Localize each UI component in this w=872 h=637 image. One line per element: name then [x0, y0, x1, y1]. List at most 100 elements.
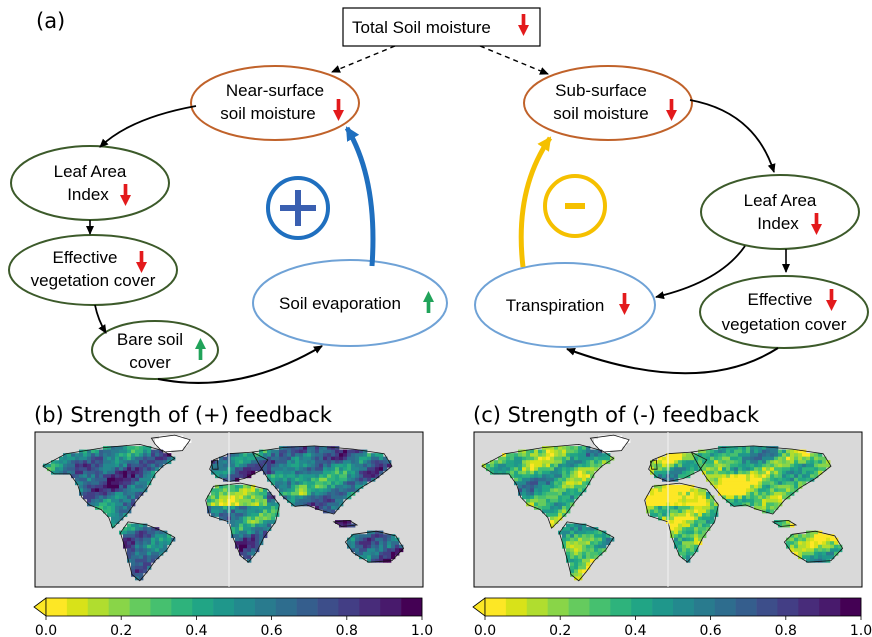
- colorbar-tick-label: 0.4: [185, 623, 207, 637]
- lai-right-line1: Leaf Area: [744, 191, 817, 210]
- colorbar-minus-feedback: 0.0 0.2 0.4 0.6 0.8 1.0: [472, 597, 872, 637]
- evc-right-line1: Effective: [748, 290, 813, 309]
- colorbar-bin: [66, 598, 89, 616]
- lai-left-line1: Leaf Area: [54, 162, 127, 181]
- colorbar-bin: [213, 598, 235, 616]
- colorbar-bin: [129, 598, 151, 616]
- dashed-arrow-to-sub-surface: [479, 45, 549, 75]
- colorbar-bin: [547, 598, 569, 616]
- bare-soil-line2: cover: [129, 353, 171, 372]
- evc-left-line1: Effective: [53, 248, 118, 267]
- colorbar-bin: [819, 598, 841, 616]
- colorbar-bin: [275, 598, 297, 616]
- colorbar-plus-feedback: 0.0 0.2 0.4 0.6 0.8 1.0: [33, 597, 433, 637]
- coastline-greenland: [589, 434, 630, 453]
- coastline-indonesia: [771, 519, 798, 527]
- map-plus-feedback: [34, 431, 424, 588]
- coastline-greenland: [150, 434, 191, 453]
- colorbar-bin: [610, 598, 632, 616]
- colorbar-tick-label: 1.0: [850, 623, 872, 637]
- bare-soil-cover-node: Bare soil cover: [91, 320, 219, 380]
- colorbar-bin: [359, 598, 381, 616]
- coastline-asia: [690, 445, 832, 515]
- evc-right-line2: vegetation cover: [722, 315, 847, 334]
- coastline-uk: [211, 459, 219, 470]
- coastline-south-america: [558, 521, 615, 582]
- positive-feedback-badge: [266, 176, 330, 240]
- arrow-sub-surface-to-lai-right: [689, 99, 776, 173]
- colorbar-bin: [505, 598, 528, 616]
- coastline-europe: [648, 451, 708, 483]
- colorbar-bin: [401, 598, 423, 616]
- colorbar-tick-label: 0.0: [474, 623, 496, 637]
- coastline-north-america: [481, 443, 615, 529]
- soil-evaporation-label: Soil evaporation: [279, 294, 401, 313]
- colorbar-bin: [234, 598, 256, 616]
- colorbar-bin: [338, 598, 360, 616]
- colorbar-tick-label: 0.2: [549, 623, 571, 637]
- colorbar-bin: [777, 598, 799, 616]
- negative-feedback-badge: [543, 174, 607, 238]
- coastline-indonesia: [332, 519, 359, 527]
- coastline-europe: [209, 451, 269, 483]
- map-minus-feedback: [473, 431, 863, 588]
- sub-surface-line2: soil moisture: [553, 104, 648, 123]
- arrow-bare-soil-to-evaporation: [157, 345, 323, 384]
- colorbar-bin: [192, 598, 214, 616]
- bare-soil-line1: Bare soil: [117, 330, 183, 349]
- panel-a-label: (a): [36, 9, 65, 33]
- colorbar-tick-label: 0.2: [110, 623, 132, 637]
- dashed-arrow-to-near-surface: [331, 45, 396, 73]
- colorbar-bin: [673, 598, 695, 616]
- arrow-evc-to-bare-soil: [94, 304, 107, 334]
- colorbar-bin: [840, 598, 862, 616]
- colorbar-bin: [150, 598, 172, 616]
- colorbar-bin: [568, 598, 590, 616]
- colorbar-tick-label: 0.0: [35, 623, 57, 637]
- evc-left-line2: vegetation cover: [31, 271, 156, 290]
- arrow-near-surface-to-lai: [99, 105, 197, 148]
- colorbar-bin: [735, 598, 757, 616]
- coastline-australia: [344, 530, 405, 563]
- colorbar-tick-label: 1.0: [411, 623, 433, 637]
- colorbar-tick-label: 0.8: [336, 623, 358, 637]
- colorbar-bin: [108, 598, 130, 616]
- effective-vegetation-cover-right-node: Effective vegetation cover: [699, 275, 869, 349]
- coastline-australia: [783, 530, 844, 563]
- colorbar-tick-label: 0.8: [775, 623, 797, 637]
- arrow-lai-to-transpiration: [655, 245, 746, 300]
- colorbar-bin: [526, 598, 548, 616]
- colorbar-bin: [714, 598, 736, 616]
- colorbar-bin: [46, 598, 68, 616]
- lai-right-line2: Index: [757, 214, 799, 233]
- near-surface-line2: soil moisture: [220, 104, 315, 123]
- colorbar-bin: [171, 598, 193, 616]
- coastline-north-america: [42, 443, 176, 529]
- colorbar-bin: [317, 598, 339, 616]
- colorbar-tick-label: 0.4: [624, 623, 646, 637]
- positive-feedback-arrow: [344, 126, 376, 267]
- colorbar-bin: [693, 598, 716, 616]
- effective-vegetation-cover-left-node: Effective vegetation cover: [8, 234, 178, 306]
- total-soil-moisture-label: Total Soil moisture: [352, 18, 491, 37]
- sub-surface-line1: Sub-surface: [555, 81, 647, 100]
- transpiration-node: Transpiration: [474, 262, 656, 348]
- colorbar-bin: [756, 598, 778, 616]
- panel-b-title: (b) Strength of (+) feedback: [34, 403, 333, 427]
- near-surface-soil-moisture-node: Near-surface soil moisture: [190, 65, 360, 141]
- colorbar-extend-min: [472, 597, 486, 617]
- colorbar-bin: [296, 598, 318, 616]
- coastline-africa: [644, 482, 719, 563]
- colorbar-tick-label: 0.6: [699, 623, 721, 637]
- colorbar-bin: [652, 598, 674, 616]
- sub-surface-soil-moisture-node: Sub-surface soil moisture: [523, 65, 693, 141]
- lai-left-line2: Index: [67, 185, 109, 204]
- negative-feedback-arrow: [518, 136, 553, 268]
- leaf-area-index-right-node: Leaf Area Index: [700, 174, 860, 250]
- colorbar-bin: [589, 598, 611, 616]
- coastline-africa: [205, 482, 280, 563]
- colorbar-bin: [87, 598, 109, 616]
- transpiration-label: Transpiration: [506, 296, 605, 315]
- panel-c-title: (c) Strength of (-) feedback: [473, 403, 760, 427]
